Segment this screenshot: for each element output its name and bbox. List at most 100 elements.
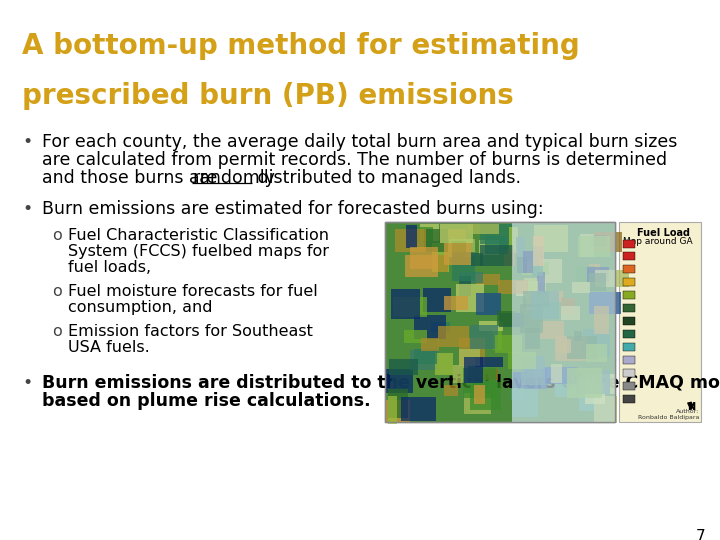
- Bar: [498, 311, 516, 326]
- Bar: [585, 382, 605, 404]
- Bar: [575, 266, 595, 291]
- Bar: [536, 272, 545, 294]
- Text: randomly: randomly: [192, 170, 275, 187]
- Bar: [509, 227, 518, 253]
- Bar: [623, 303, 635, 312]
- Bar: [557, 339, 571, 353]
- Text: •: •: [22, 133, 32, 151]
- Bar: [554, 336, 586, 361]
- Text: Emission factors for Southeast: Emission factors for Southeast: [68, 323, 313, 339]
- Bar: [390, 289, 420, 319]
- Bar: [623, 240, 635, 247]
- Bar: [555, 378, 588, 397]
- Bar: [623, 343, 635, 351]
- Text: System (FCCS) fuelbed maps for: System (FCCS) fuelbed maps for: [68, 244, 329, 259]
- Bar: [451, 241, 466, 259]
- Bar: [469, 369, 498, 380]
- Bar: [406, 225, 417, 248]
- Bar: [586, 343, 607, 362]
- Bar: [479, 240, 499, 255]
- Bar: [561, 299, 575, 315]
- Bar: [590, 273, 606, 292]
- Bar: [623, 252, 635, 260]
- Bar: [594, 232, 622, 252]
- Bar: [459, 338, 485, 365]
- Bar: [420, 338, 439, 351]
- Bar: [516, 237, 525, 256]
- Bar: [388, 389, 408, 418]
- Text: Burn emissions are distributed to the vertical layers of the CMAQ model: Burn emissions are distributed to the ve…: [42, 374, 720, 391]
- Text: Fuel Characteristic Classification: Fuel Characteristic Classification: [68, 227, 329, 242]
- Bar: [401, 397, 436, 421]
- Bar: [392, 373, 412, 390]
- Bar: [460, 272, 482, 284]
- Bar: [470, 382, 501, 410]
- Bar: [580, 234, 594, 257]
- Text: o: o: [52, 284, 62, 299]
- Bar: [594, 306, 609, 334]
- Text: consumption, and: consumption, and: [68, 300, 212, 315]
- Bar: [534, 367, 552, 377]
- Bar: [444, 296, 468, 309]
- Bar: [410, 350, 438, 370]
- Bar: [511, 221, 615, 422]
- Bar: [449, 239, 475, 257]
- Bar: [414, 349, 436, 364]
- Bar: [408, 227, 433, 242]
- Bar: [523, 251, 534, 273]
- Bar: [572, 282, 590, 293]
- Bar: [474, 385, 485, 404]
- Bar: [453, 365, 468, 382]
- Bar: [543, 367, 577, 384]
- Text: N: N: [687, 402, 695, 412]
- Bar: [587, 374, 615, 394]
- Bar: [517, 256, 527, 273]
- Bar: [479, 321, 503, 331]
- Text: prescribed burn (PB) emissions: prescribed burn (PB) emissions: [22, 82, 513, 110]
- Bar: [415, 315, 446, 339]
- Bar: [574, 331, 582, 341]
- Bar: [540, 321, 564, 339]
- Bar: [493, 328, 503, 350]
- Bar: [532, 246, 544, 276]
- Text: For each county, the average daily total burn area and typical burn sizes: For each county, the average daily total…: [42, 133, 678, 151]
- Bar: [480, 245, 513, 266]
- Bar: [523, 291, 549, 307]
- Bar: [522, 262, 549, 275]
- Bar: [385, 221, 615, 422]
- Bar: [530, 291, 563, 302]
- Bar: [595, 269, 629, 287]
- Text: distributed to managed lands.: distributed to managed lands.: [252, 170, 521, 187]
- Bar: [583, 329, 610, 357]
- Bar: [623, 291, 635, 299]
- Bar: [424, 229, 448, 252]
- Text: Fuel Load: Fuel Load: [637, 227, 690, 238]
- Bar: [521, 356, 545, 385]
- Bar: [623, 382, 635, 390]
- Bar: [561, 306, 580, 320]
- Bar: [526, 281, 539, 310]
- Bar: [404, 330, 427, 343]
- Text: Map around GA: Map around GA: [623, 237, 693, 246]
- Bar: [516, 281, 526, 296]
- Bar: [405, 254, 438, 276]
- Bar: [393, 297, 428, 317]
- Bar: [410, 247, 438, 269]
- Text: 7: 7: [696, 529, 705, 540]
- Bar: [524, 278, 546, 298]
- Bar: [463, 368, 496, 398]
- Bar: [523, 369, 546, 389]
- Bar: [623, 316, 635, 325]
- Text: •: •: [22, 374, 32, 391]
- Bar: [552, 364, 562, 383]
- Bar: [395, 229, 426, 252]
- Bar: [623, 369, 635, 377]
- Bar: [623, 356, 635, 364]
- Bar: [531, 291, 559, 319]
- Bar: [431, 322, 450, 332]
- Bar: [387, 396, 397, 424]
- Bar: [504, 250, 515, 266]
- Text: USA fuels.: USA fuels.: [68, 340, 150, 355]
- Bar: [389, 359, 418, 375]
- Bar: [423, 288, 451, 312]
